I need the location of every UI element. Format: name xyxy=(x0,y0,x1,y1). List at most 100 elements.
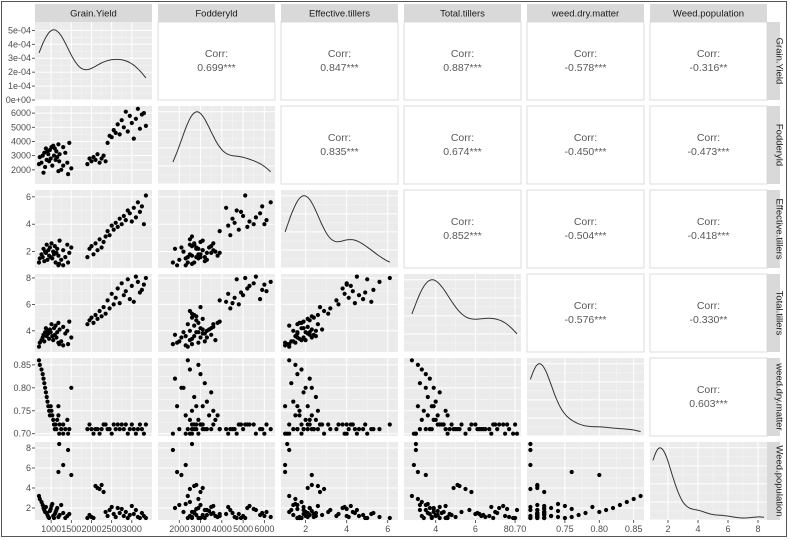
corr-value: 0.603*** xyxy=(689,398,728,410)
scatter-point-r4-c0-19 xyxy=(53,422,58,427)
scatter-point-r2-c0-56 xyxy=(129,219,134,224)
scatter-point-r3-c2-32 xyxy=(283,340,288,345)
scatter-point-r5-c0-58 xyxy=(133,507,138,513)
scatter-point-r5-c4-62 xyxy=(528,513,533,519)
scatter-point-r3-c2-45 xyxy=(328,306,333,311)
x-tick-label: 4 xyxy=(344,524,349,534)
scatter-point-r4-c0-5 xyxy=(42,381,47,386)
scatter-point-r2-c1-42 xyxy=(198,239,203,245)
scatter-point-r5-c3-33 xyxy=(413,447,418,453)
scatter-point-r3-c2-11 xyxy=(297,336,302,341)
scatter-point-r3-c0-43 xyxy=(103,311,108,316)
scatter-point-r4-c3-39 xyxy=(451,427,456,432)
scatter-point-r4-c3-41 xyxy=(455,427,460,432)
scatter-point-r4-c3-46 xyxy=(489,431,494,436)
scatter-point-r5-c3-21 xyxy=(431,505,436,511)
scatter-point-r1-c0-58 xyxy=(133,116,138,121)
scatter-point-r1-c0-15 xyxy=(50,163,55,168)
scatter-point-r4-c0-50 xyxy=(117,427,122,432)
scatter-point-r4-c2-7 xyxy=(301,390,306,395)
scatter-point-r4-c2-31 xyxy=(283,431,288,436)
scatter-point-r4-c3-16 xyxy=(419,417,424,422)
scatter-point-r4-c1-41 xyxy=(194,427,199,432)
panel-background xyxy=(650,442,767,520)
y-tick-label: 1e-04 xyxy=(8,81,31,91)
scatter-point-r4-c1-57 xyxy=(224,427,229,432)
scatter-point-r3-c1-26 xyxy=(202,331,207,336)
scatter-point-r5-c3-40 xyxy=(463,486,468,492)
scatter-point-r2-c0-3 xyxy=(40,255,45,260)
scatter-point-r5-c0-28 xyxy=(67,511,72,517)
scatter-point-r5-c2-53 xyxy=(350,509,355,515)
scatter-point-r5-c2-45 xyxy=(328,507,333,513)
corr-value: -0.578*** xyxy=(564,62,606,74)
scatter-point-r4-c3-12 xyxy=(435,413,440,418)
scatter-point-r4-c2-49 xyxy=(340,422,345,427)
scatter-point-r4-c2-43 xyxy=(326,422,331,427)
corr-panel-r4-c5 xyxy=(649,357,768,437)
scatter-point-r4-c1-7 xyxy=(209,390,214,395)
scatter-point-r1-c0-46 xyxy=(109,135,114,140)
scatter-point-r2-c0-42 xyxy=(101,239,106,245)
scatter-point-r1-c0-42 xyxy=(101,153,106,158)
scatter-point-r3-c1-4 xyxy=(172,332,178,337)
scatter-point-r5-c2-36 xyxy=(311,514,316,520)
scatter-point-r4-c0-0 xyxy=(36,358,42,363)
scatter-point-r1-c0-10 xyxy=(46,152,51,157)
scatter-point-r4-c3-27 xyxy=(433,417,438,422)
scatter-point-r4-c3-7 xyxy=(437,390,442,395)
scatter-point-r4-c3-56 xyxy=(501,422,506,427)
scatter-point-r5-c1-31 xyxy=(183,462,188,468)
y-tick-label: 3e-04 xyxy=(8,53,31,63)
scatter-point-r5-c4-2 xyxy=(624,499,629,505)
scatter-point-r4-c1-60 xyxy=(238,422,244,427)
corr-label: Corr: xyxy=(697,132,720,144)
row-strip-label-weed-dry-matter: weed.dry.matter xyxy=(774,362,785,430)
scatter-point-r4-c3-43 xyxy=(459,422,464,427)
corr-panel-r0-c3 xyxy=(403,21,522,101)
scatter-point-r2-c0-41 xyxy=(99,245,104,250)
scatter-point-r5-c2-0 xyxy=(287,493,292,499)
scatter-point-r3-c2-48 xyxy=(346,295,351,300)
scatter-point-r2-c1-63 xyxy=(243,193,248,198)
scatter-point-r3-c1-42 xyxy=(198,305,203,310)
column-strip-label-fodderyld: Fodderyld xyxy=(195,9,237,20)
scatter-point-r5-c2-14 xyxy=(315,503,320,509)
scatter-point-r4-c0-55 xyxy=(127,427,132,432)
scatter-point-r4-c0-15 xyxy=(50,413,55,418)
scatter-point-r2-c1-45 xyxy=(228,233,233,238)
scatter-point-r4-c0-56 xyxy=(129,422,134,427)
scatter-point-r2-c0-28 xyxy=(67,250,72,255)
corr-value: -0.316** xyxy=(690,62,728,74)
scatter-point-r4-c0-9 xyxy=(45,399,50,404)
scatter-point-r2-c0-58 xyxy=(133,215,138,220)
scatter-point-r5-c2-62 xyxy=(344,513,349,519)
scatter-point-r4-c2-42 xyxy=(317,422,323,427)
scatter-point-r3-c1-30 xyxy=(189,342,195,347)
scatter-point-r4-c3-55 xyxy=(481,427,486,432)
scatter-point-r5-c2-34 xyxy=(295,515,300,521)
scatter-point-r1-c0-48 xyxy=(113,130,118,135)
scatter-point-r5-c2-60 xyxy=(363,515,368,521)
scatter-point-r4-c3-40 xyxy=(463,431,468,436)
scatter-point-r5-c1-63 xyxy=(243,515,248,521)
scatter-point-r5-c0-34 xyxy=(85,515,90,521)
scatter-point-r4-c2-14 xyxy=(315,408,320,413)
scatter-point-r5-c0-21 xyxy=(55,505,60,511)
scatter-point-r5-c3-51 xyxy=(505,506,510,512)
scatter-point-r3-c2-58 xyxy=(354,274,359,279)
scatter-point-r4-c2-47 xyxy=(336,422,341,427)
scatter-point-r5-c0-44 xyxy=(105,513,110,519)
scatter-point-r4-c2-28 xyxy=(301,427,306,432)
scatter-point-r2-c0-14 xyxy=(49,241,54,246)
corr-label: Corr: xyxy=(451,48,474,60)
scatter-point-r5-c3-29 xyxy=(423,472,428,478)
scatter-point-r5-c0-42 xyxy=(101,489,106,495)
scatter-point-r1-c0-40 xyxy=(97,160,102,165)
scatter-point-r5-c1-61 xyxy=(260,510,265,516)
scatter-point-r4-c3-61 xyxy=(495,427,500,432)
scatter-point-r4-c0-31 xyxy=(61,431,66,436)
corr-label: Corr: xyxy=(574,48,597,60)
corr-panel-r2-c5 xyxy=(649,189,768,269)
